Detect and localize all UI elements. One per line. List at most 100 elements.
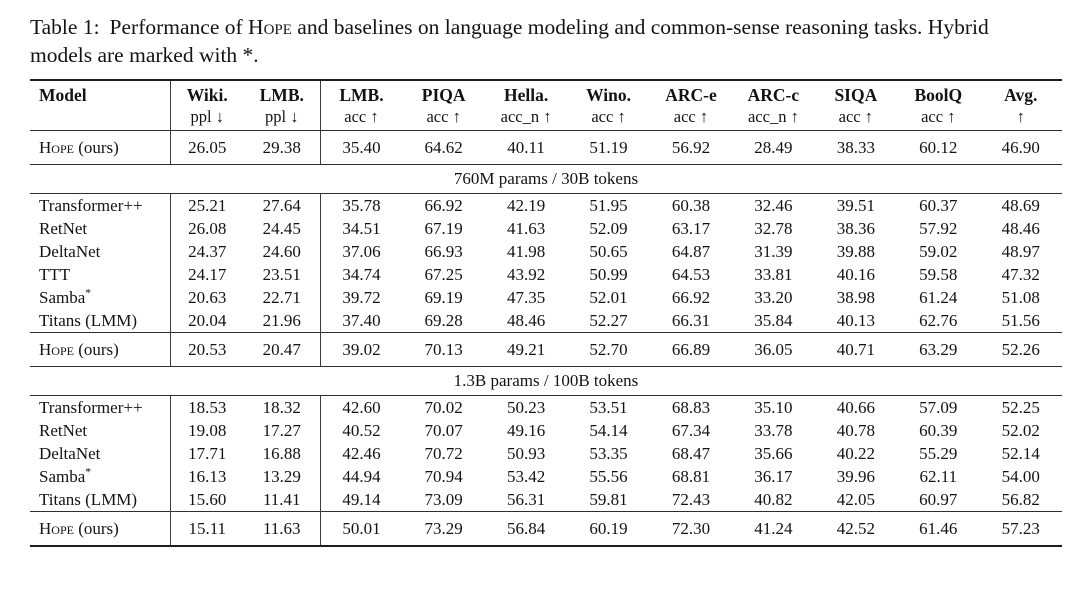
metric-value: 19.08 bbox=[169, 418, 244, 442]
metric-value: 63.29 bbox=[919, 339, 958, 359]
section-divider-row: 760M params / 30B tokens bbox=[30, 164, 1062, 194]
model-label: Titans (LMM) bbox=[39, 310, 138, 330]
metric-value: 28.49 bbox=[754, 137, 793, 157]
metric-value: 46.90 bbox=[1001, 137, 1040, 157]
model-name-cell: RetNet bbox=[30, 217, 170, 240]
metric-value: 38.98 bbox=[836, 287, 875, 307]
metric-value: 63.17 bbox=[671, 218, 711, 238]
metric-value: 17.71 bbox=[169, 441, 244, 465]
metric-value: 67.19 bbox=[424, 218, 463, 238]
metric-value: 11.41 bbox=[262, 489, 301, 509]
metric-value: 24.45 bbox=[262, 218, 301, 238]
metric-value: 52.14 bbox=[1001, 443, 1040, 463]
metric-value: 49.21 bbox=[506, 339, 546, 359]
metric-value: 55.29 bbox=[919, 443, 958, 463]
metric-value: 38.36 bbox=[836, 218, 875, 238]
column-name: ARC-c bbox=[747, 84, 800, 105]
column-header-lmb-acc: LMB. acc ↑ bbox=[319, 79, 403, 131]
metric-value: 61.46 bbox=[919, 518, 958, 538]
metric-value: 35.66 bbox=[754, 443, 793, 463]
metric-value: 59.81 bbox=[589, 489, 628, 509]
metric-value: 50.23 bbox=[506, 397, 546, 417]
metric-value: 66.93 bbox=[424, 241, 463, 261]
model-label: Transformer++ bbox=[39, 397, 143, 417]
metric-value: 50.65 bbox=[589, 241, 628, 261]
metric-value: 15.11 bbox=[169, 511, 244, 546]
model-name-cell: Titans (LMM) bbox=[30, 309, 170, 333]
table-row: DeltaNet 24.37 24.60 37.06 66.93 41.98 50.65 64… bbox=[30, 239, 1062, 263]
metric-value: 69.19 bbox=[424, 287, 463, 307]
metric-value: 62.11 bbox=[919, 466, 958, 486]
metric-value: 64.87 bbox=[671, 241, 711, 261]
model-label: DeltaNet bbox=[39, 443, 101, 463]
metric-value: 62.76 bbox=[919, 310, 958, 330]
column-name: Avg. bbox=[1004, 84, 1038, 105]
metric-value: 13.29 bbox=[262, 466, 301, 486]
column-metric: acc_n ↑ bbox=[500, 106, 552, 126]
metric-value: 56.31 bbox=[506, 489, 546, 509]
column-header-wino: Wino. acc ↑ bbox=[567, 79, 650, 131]
column-name: ARC-e bbox=[665, 84, 717, 105]
metric-value: 59.02 bbox=[919, 241, 958, 261]
column-metric: acc ↑ bbox=[838, 106, 874, 126]
table-row: RetNet 26.08 24.45 34.51 67.19 41.63 52.09 63.1… bbox=[30, 216, 1062, 240]
column-header-lmb-ppl: LMB. ppl ↓ bbox=[244, 79, 320, 131]
metric-value: 17.27 bbox=[262, 420, 301, 440]
metric-value: 23.51 bbox=[262, 264, 301, 284]
metric-value: 54.00 bbox=[1001, 466, 1040, 486]
metric-value: 60.38 bbox=[671, 195, 711, 215]
table-row: Samba* 20.63 22.71 39.72 69.19 47.35 52.01 66.9… bbox=[30, 285, 1062, 309]
metric-value: 26.08 bbox=[169, 216, 244, 240]
table-row: Hope (ours) 15.11 11.63 50.01 73.29 56.84 60.1… bbox=[30, 511, 1062, 546]
table-row: Titans (LMM) 15.60 11.41 49.14 73.09 56.31 59.… bbox=[30, 487, 1062, 512]
metric-value: 20.04 bbox=[169, 308, 244, 333]
metric-value: 48.46 bbox=[1001, 218, 1040, 238]
metric-value: 15.60 bbox=[169, 487, 244, 512]
metric-value: 49.16 bbox=[506, 420, 546, 440]
metric-value: 66.31 bbox=[671, 310, 711, 330]
model-name-cell: Transformer++ bbox=[30, 193, 170, 217]
model-name-cell: DeltaNet bbox=[30, 240, 170, 263]
metric-value: 60.39 bbox=[919, 420, 958, 440]
table-row: RetNet 19.08 17.27 40.52 70.07 49.16 54.14 67.3… bbox=[30, 418, 1062, 442]
metric-value: 40.71 bbox=[836, 339, 875, 359]
metric-value: 52.02 bbox=[1001, 420, 1040, 440]
metric-value: 33.20 bbox=[754, 287, 793, 307]
metric-value: 51.08 bbox=[1001, 287, 1040, 307]
table-caption: Table 1: Performance of Hope and baseline… bbox=[30, 14, 1040, 70]
metric-value: 39.51 bbox=[836, 195, 875, 215]
metric-value: 52.27 bbox=[589, 310, 628, 330]
metric-value: 24.17 bbox=[169, 262, 244, 286]
column-header-model: Model bbox=[30, 79, 170, 131]
model-name-cell: TTT bbox=[30, 263, 170, 286]
table-row: Transformer++ 18.53 18.32 42.60 70.02 50.23 53… bbox=[30, 395, 1062, 419]
model-label: Transformer++ bbox=[39, 195, 143, 215]
column-metric: acc ↑ bbox=[921, 106, 956, 126]
metric-value: 54.14 bbox=[589, 420, 628, 440]
column-metric: acc ↑ bbox=[344, 106, 379, 126]
metric-value: 40.13 bbox=[836, 310, 875, 330]
metric-value: 72.30 bbox=[671, 518, 711, 538]
metric-value: 64.62 bbox=[424, 137, 463, 157]
metric-value: 57.09 bbox=[919, 397, 958, 417]
metric-value: 60.12 bbox=[919, 137, 958, 157]
metric-value: 35.10 bbox=[754, 397, 793, 417]
column-name: LMB. bbox=[259, 84, 304, 105]
caption-number: Table 1: bbox=[30, 15, 100, 39]
header-row: Model Wiki. ppl ↓ LMB. ppl ↓ LMB. acc ↑ PIQ… bbox=[30, 79, 1062, 131]
model-label: Hope bbox=[39, 339, 74, 359]
metric-value: 70.72 bbox=[424, 443, 463, 463]
column-name: PIQA bbox=[421, 84, 466, 105]
column-metric: ↑ bbox=[1016, 106, 1025, 126]
metric-value: 50.01 bbox=[319, 511, 403, 546]
metric-value: 36.05 bbox=[754, 339, 793, 359]
metric-value: 52.09 bbox=[589, 218, 628, 238]
column-name: SIQA bbox=[834, 84, 878, 105]
metric-value: 66.89 bbox=[671, 339, 711, 359]
metric-value: 33.81 bbox=[754, 264, 793, 284]
metric-value: 35.84 bbox=[754, 310, 793, 330]
table-row: Transformer++ 25.21 27.64 35.78 66.92 42.19 51… bbox=[30, 193, 1062, 217]
metric-value: 41.98 bbox=[506, 241, 546, 261]
column-name: BoolQ bbox=[914, 84, 963, 105]
metric-value: 37.06 bbox=[319, 239, 403, 263]
